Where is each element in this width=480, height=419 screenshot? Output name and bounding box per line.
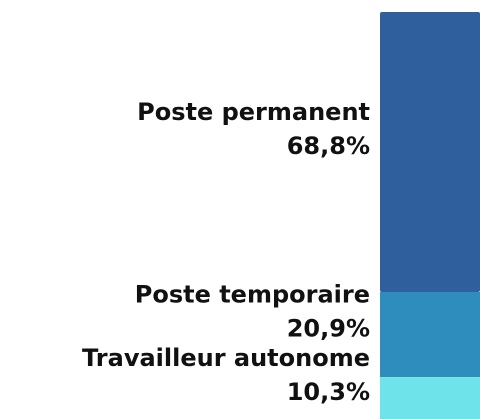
bar-segment (380, 377, 480, 419)
legend-label: Travailleur autonome (82, 344, 370, 372)
value-label: 20,9% (287, 315, 370, 343)
bar-segment (380, 292, 480, 378)
legend-label: Poste permanent (137, 98, 370, 126)
bar-segment (380, 12, 480, 293)
value-label: 68,8% (287, 132, 370, 160)
legend-label: Poste temporaire (135, 281, 370, 309)
value-label: 10,3% (287, 378, 370, 406)
